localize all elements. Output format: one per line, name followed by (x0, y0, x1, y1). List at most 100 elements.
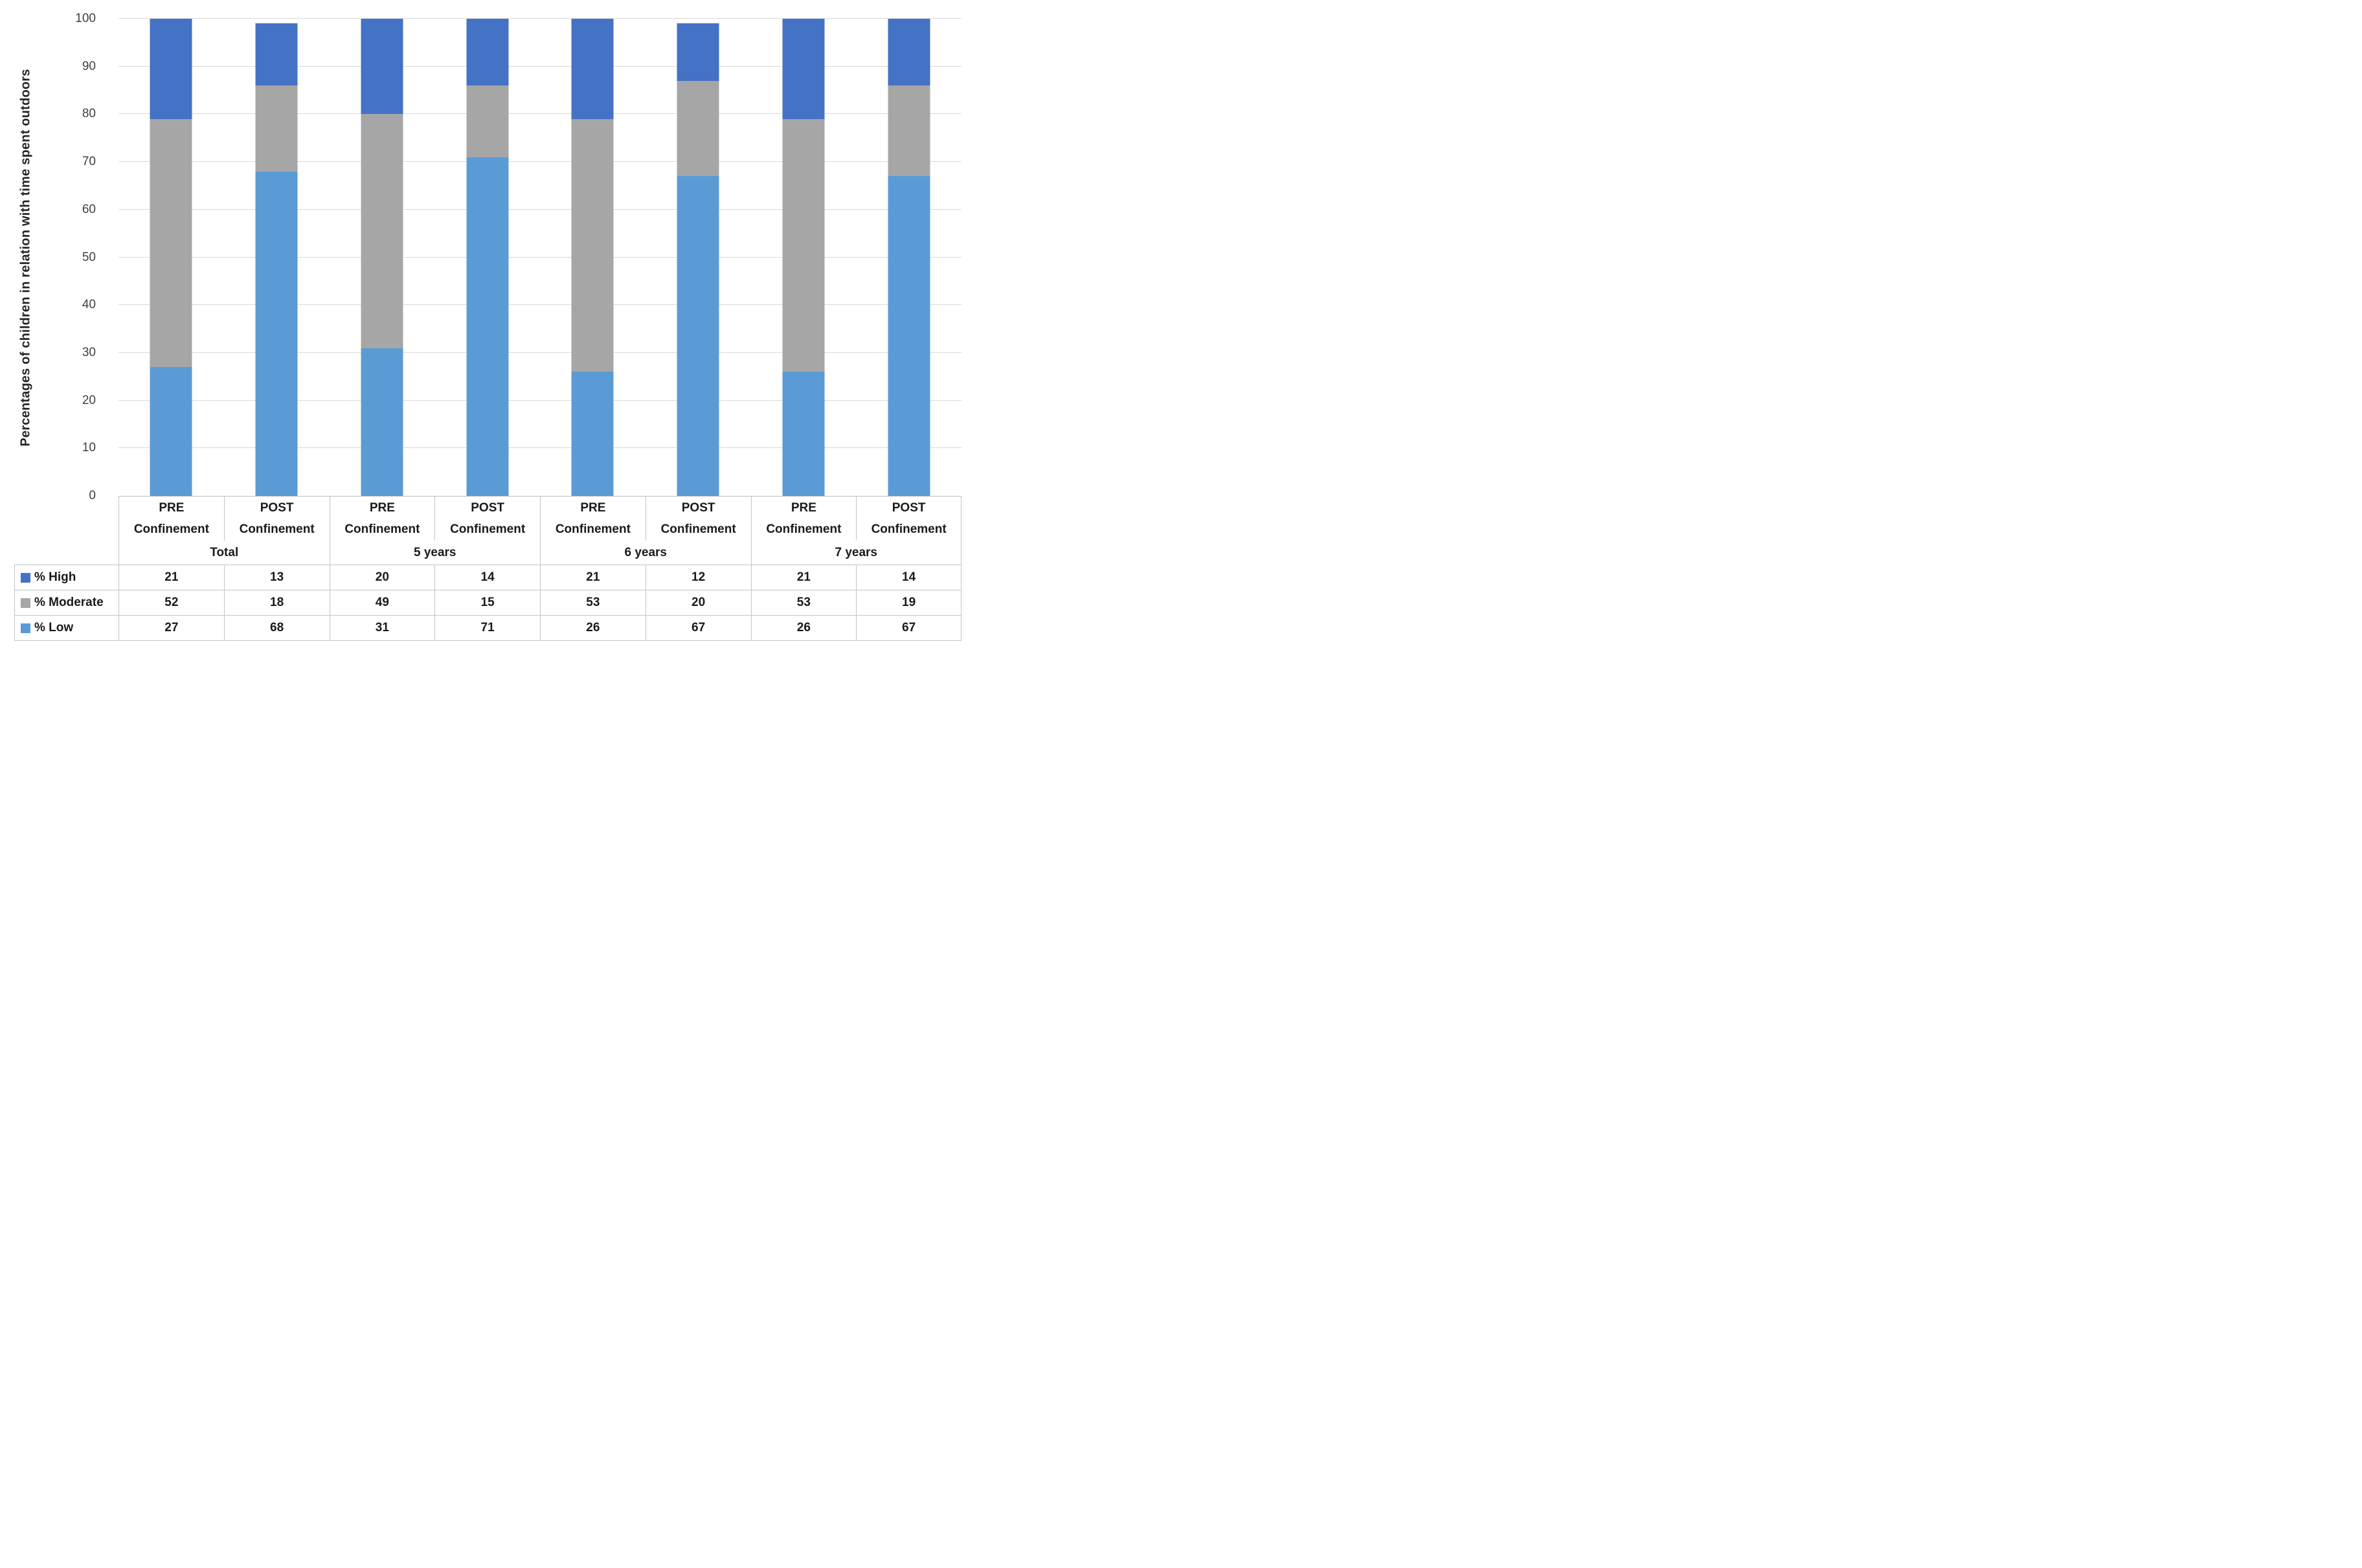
bar-5 (571, 19, 614, 496)
high-legend-swatch-icon (21, 572, 30, 583)
y-tick-label: 40 (82, 298, 96, 312)
gridline (118, 447, 962, 449)
series-row-label-moderate: % Moderate (14, 590, 118, 616)
value-cell: 27 (118, 616, 224, 641)
category-line1: PRE (580, 501, 606, 515)
bar-cell (118, 19, 224, 496)
value-cell: 14 (434, 565, 540, 590)
bar-3 (361, 19, 403, 496)
bar-segment-high (466, 19, 509, 86)
category-line1: PRE (791, 501, 816, 515)
bar-1 (150, 19, 192, 496)
category-line2: Confinement (660, 522, 736, 536)
bar-segment-moderate (888, 85, 930, 177)
bar-cell (434, 19, 540, 496)
category-line2: Confinement (450, 522, 526, 536)
bar-8 (888, 19, 930, 496)
gridline (118, 18, 962, 19)
category-header-cell: PRE Confinement (750, 496, 857, 541)
value-cell: 19 (856, 590, 962, 616)
gridline (118, 352, 962, 353)
y-tick-label: 80 (82, 107, 96, 121)
bar-segment-high (571, 19, 614, 119)
category-line1: PRE (159, 501, 185, 515)
bar-cell (540, 19, 646, 496)
bar-segment-moderate (677, 80, 719, 177)
value-cell: 31 (329, 616, 435, 641)
category-line1: POST (681, 501, 715, 515)
value-cell: 53 (540, 590, 646, 616)
bar-segment-moderate (571, 118, 614, 372)
series-label: % Moderate (34, 596, 104, 609)
table-corner (14, 496, 118, 541)
value-cell: 67 (856, 616, 962, 641)
bar-segment-high (888, 19, 930, 86)
bar-cell (330, 19, 435, 496)
category-line2: Confinement (766, 522, 842, 536)
value-cell: 21 (118, 565, 224, 590)
stacked-bar-chart: Percentages of children in relation with… (0, 0, 984, 653)
moderate-legend-swatch-icon (21, 598, 30, 608)
category-header-cell: POST Confinement (645, 496, 751, 541)
table-corner-2 (14, 541, 118, 565)
gridline (118, 161, 962, 162)
series-row-label-high: % High (14, 565, 118, 590)
bar-7 (782, 19, 825, 496)
bar-cell (856, 19, 962, 496)
category-header-cell: PRE Confinement (118, 496, 224, 541)
value-cell: 13 (223, 565, 330, 590)
value-cell: 49 (329, 590, 435, 616)
value-cell: 18 (223, 590, 330, 616)
value-cell: 52 (118, 590, 224, 616)
bar-segment-high (361, 19, 403, 115)
bar-cell (224, 19, 330, 496)
bar-segment-moderate (782, 118, 825, 372)
value-cell: 71 (434, 616, 540, 641)
value-cell: 14 (856, 565, 962, 590)
bar-segment-high (677, 23, 719, 81)
bar-cell (751, 19, 857, 496)
y-axis-title: Percentages of children in relation with… (18, 69, 33, 447)
category-line2: Confinement (555, 522, 631, 536)
category-line2: Confinement (239, 522, 315, 536)
bar-segment-moderate (150, 118, 192, 368)
value-cell: 20 (329, 565, 435, 590)
bar-segment-low (571, 372, 614, 496)
gridline (118, 208, 962, 210)
category-header-cell: POST Confinement (434, 496, 540, 541)
category-line1: PRE (369, 501, 395, 515)
gridline (118, 256, 962, 258)
gridline (118, 65, 962, 67)
y-tick-label: 20 (82, 393, 96, 407)
y-tick-label: 0 (89, 489, 96, 502)
bar-segment-low (782, 372, 825, 496)
series-label: % Low (34, 621, 74, 634)
bar-cell (646, 19, 751, 496)
category-header-cell: POST Confinement (856, 496, 962, 541)
bar-6 (677, 19, 719, 496)
low-legend-swatch-icon (21, 623, 30, 633)
bar-segment-low (888, 176, 930, 496)
category-header-cell: PRE Confinement (329, 496, 435, 541)
value-cell: 68 (223, 616, 330, 641)
bar-segment-high (782, 19, 825, 119)
y-tick-label: 30 (82, 345, 96, 359)
bar-segment-low (466, 157, 509, 496)
group-header-cell-5years: 5 years (329, 541, 540, 565)
bar-segment-moderate (466, 85, 509, 157)
bar-segment-high (255, 23, 298, 86)
value-cell: 53 (750, 590, 857, 616)
value-cell: 15 (434, 590, 540, 616)
value-cell: 26 (750, 616, 857, 641)
value-cell: 67 (645, 616, 751, 641)
category-line2: Confinement (133, 522, 209, 536)
y-tick-label: 100 (75, 12, 96, 25)
category-line1: POST (260, 501, 294, 515)
value-cell: 12 (645, 565, 751, 590)
bar-segment-low (677, 176, 719, 496)
category-header-cell: POST Confinement (223, 496, 330, 541)
bars-row (118, 19, 962, 496)
group-header-cell-7years: 7 years (750, 541, 962, 565)
bar-segment-moderate (255, 85, 298, 172)
group-header-cell-total: Total (118, 541, 330, 565)
